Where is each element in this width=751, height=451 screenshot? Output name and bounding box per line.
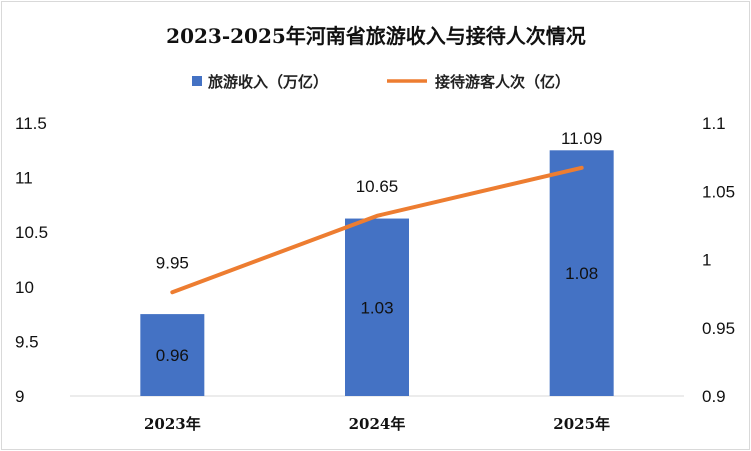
category-label-0: 2023年 xyxy=(144,415,201,433)
left-tick-label-0: 9 xyxy=(15,387,24,406)
line-data-label-0: 9.95 xyxy=(156,253,189,272)
bar-data-label-1: 1.03 xyxy=(360,298,393,317)
bar-2 xyxy=(549,150,614,396)
bar-data-label-2: 1.08 xyxy=(565,264,598,283)
right-tick-label-0: 0.9 xyxy=(702,387,726,406)
bar-data-label-0: 0.96 xyxy=(156,346,189,365)
right-axis-ticks: 0.9 0.95 1 1.05 1.1 xyxy=(702,114,735,406)
left-tick-label-2: 10 xyxy=(15,278,34,297)
line-data-label-2: 11.09 xyxy=(561,129,602,148)
chart-title: 2023-2025年河南省旅游收入与接待人次情况 xyxy=(166,24,586,48)
left-tick-label-4: 11 xyxy=(15,169,33,188)
legend: 旅游收入（万亿） 接待游客人次（亿） xyxy=(192,73,570,91)
left-axis-ticks: 9 9.5 10 10.5 11 11.5 xyxy=(15,114,48,406)
legend-bar-label: 旅游收入（万亿） xyxy=(208,73,328,91)
bar-0 xyxy=(140,314,205,396)
left-tick-label-1: 9.5 xyxy=(15,332,39,351)
right-tick-label-4: 1.1 xyxy=(702,114,726,133)
legend-bar-swatch xyxy=(192,76,202,86)
legend-line-label: 接待游客人次（亿） xyxy=(435,73,570,91)
bar-1 xyxy=(345,218,409,396)
line-data-label-1: 10.65 xyxy=(356,177,399,196)
category-label-2: 2025年 xyxy=(553,415,610,433)
left-tick-label-5: 11.5 xyxy=(15,114,47,133)
right-tick-label-3: 1.05 xyxy=(702,182,735,201)
bar-series xyxy=(140,150,614,396)
data-labels: 0.96 1.03 1.08 9.95 10.65 11.09 xyxy=(156,129,603,365)
left-tick-label-3: 10.5 xyxy=(15,223,48,242)
category-label-1: 2024年 xyxy=(349,415,406,433)
line-series xyxy=(170,165,584,295)
right-tick-label-2: 1 xyxy=(702,251,711,270)
line-path xyxy=(170,165,584,295)
category-labels: 2023年 2024年 2025年 xyxy=(144,415,610,433)
right-tick-label-1: 0.95 xyxy=(702,319,735,338)
